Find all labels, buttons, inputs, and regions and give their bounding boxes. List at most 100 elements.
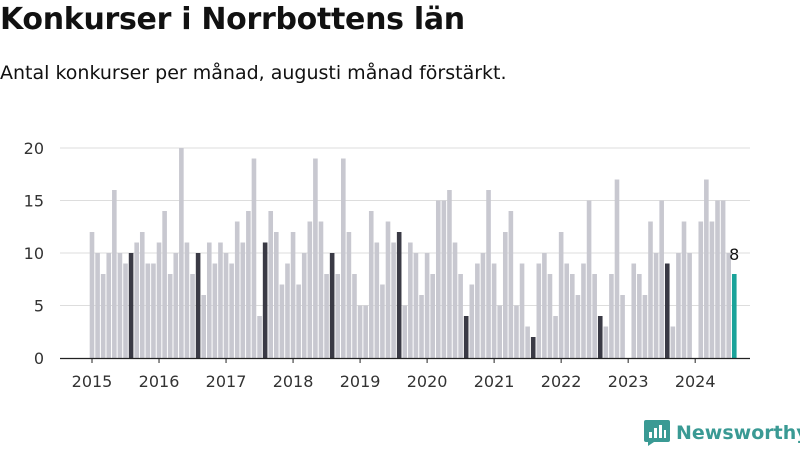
bar [430,274,435,358]
bar [380,284,385,358]
bar [335,274,341,358]
x-tick-label: 2024 [675,372,716,391]
bar [558,232,564,358]
bar [441,200,447,358]
bar [614,179,620,358]
bar [609,274,614,358]
bar [257,316,262,358]
x-tick-label: 2016 [139,372,180,391]
bar [491,263,497,358]
x-tick-label: 2019 [340,372,381,391]
bar [731,274,737,358]
y-tick-label: 5 [34,297,44,316]
bar [536,263,542,358]
bar [117,253,123,358]
bar [368,211,374,358]
bar [385,221,391,358]
bar [290,232,296,358]
x-tick-label: 2018 [273,372,314,391]
bar [447,190,452,358]
bar [363,305,368,358]
bar [648,221,653,358]
bar [134,242,139,358]
bar [307,221,313,358]
bar [274,232,279,358]
bar [318,221,324,358]
bar [190,274,195,358]
bar [570,274,575,358]
y-tick-label: 0 [34,349,44,368]
bar [240,242,246,358]
bar [469,284,475,358]
x-tick-label: 2022 [541,372,582,391]
bar [173,253,179,358]
bar [167,274,173,358]
bar [519,263,525,358]
bar [246,211,251,358]
bar [324,274,329,358]
bar [475,263,480,358]
bar [659,200,664,358]
bar [530,337,536,358]
bar [413,253,419,358]
latest-value-label: 8 [729,245,739,264]
bar [553,316,558,358]
bar [715,200,720,358]
bar [620,295,625,358]
bar [112,190,117,358]
bar [145,263,151,358]
bar [179,148,184,358]
bar [603,326,609,358]
y-tick-label: 15 [24,192,44,211]
bar [223,253,229,358]
bar [262,242,268,358]
bar [396,232,402,358]
bar [251,158,257,358]
bar [681,221,687,358]
bar [352,274,357,358]
bar [156,242,162,358]
bar [637,274,642,358]
bar [341,158,346,358]
chart-subtitle: Antal konkurser per månad, augusti månad… [0,62,507,84]
bar [128,253,134,358]
bar [514,305,519,358]
bar [313,158,318,358]
bar [698,221,704,358]
x-tick-label: 2021 [474,372,515,391]
bar [676,253,681,358]
bar [653,253,659,358]
bar [391,242,396,358]
bar [100,274,106,358]
bar [631,263,637,358]
x-tick-label: 2017 [206,372,247,391]
bar [106,253,112,358]
bar [95,253,100,358]
x-tick-label: 2015 [72,372,113,391]
bar [592,274,597,358]
bar [195,253,201,358]
bar [542,253,547,358]
bar [279,284,285,358]
bar [357,305,363,358]
y-tick-label: 10 [24,244,44,263]
bar [184,242,190,358]
newsworthy-logo-icon [644,420,670,446]
bar [285,263,290,358]
bar [709,221,715,358]
x-tick-label: 2023 [608,372,649,391]
bar [329,253,335,358]
bar [408,242,413,358]
bar [575,295,581,358]
newsworthy-brand-name: Newsworthy [676,422,800,444]
bar [89,232,95,358]
bar [218,242,223,358]
y-tick-label: 20 [24,139,44,158]
bar [435,200,441,358]
bar [726,253,731,358]
bar [374,242,380,358]
bar [508,211,514,358]
bar [564,263,570,358]
bar [123,263,128,358]
bar [547,274,553,358]
